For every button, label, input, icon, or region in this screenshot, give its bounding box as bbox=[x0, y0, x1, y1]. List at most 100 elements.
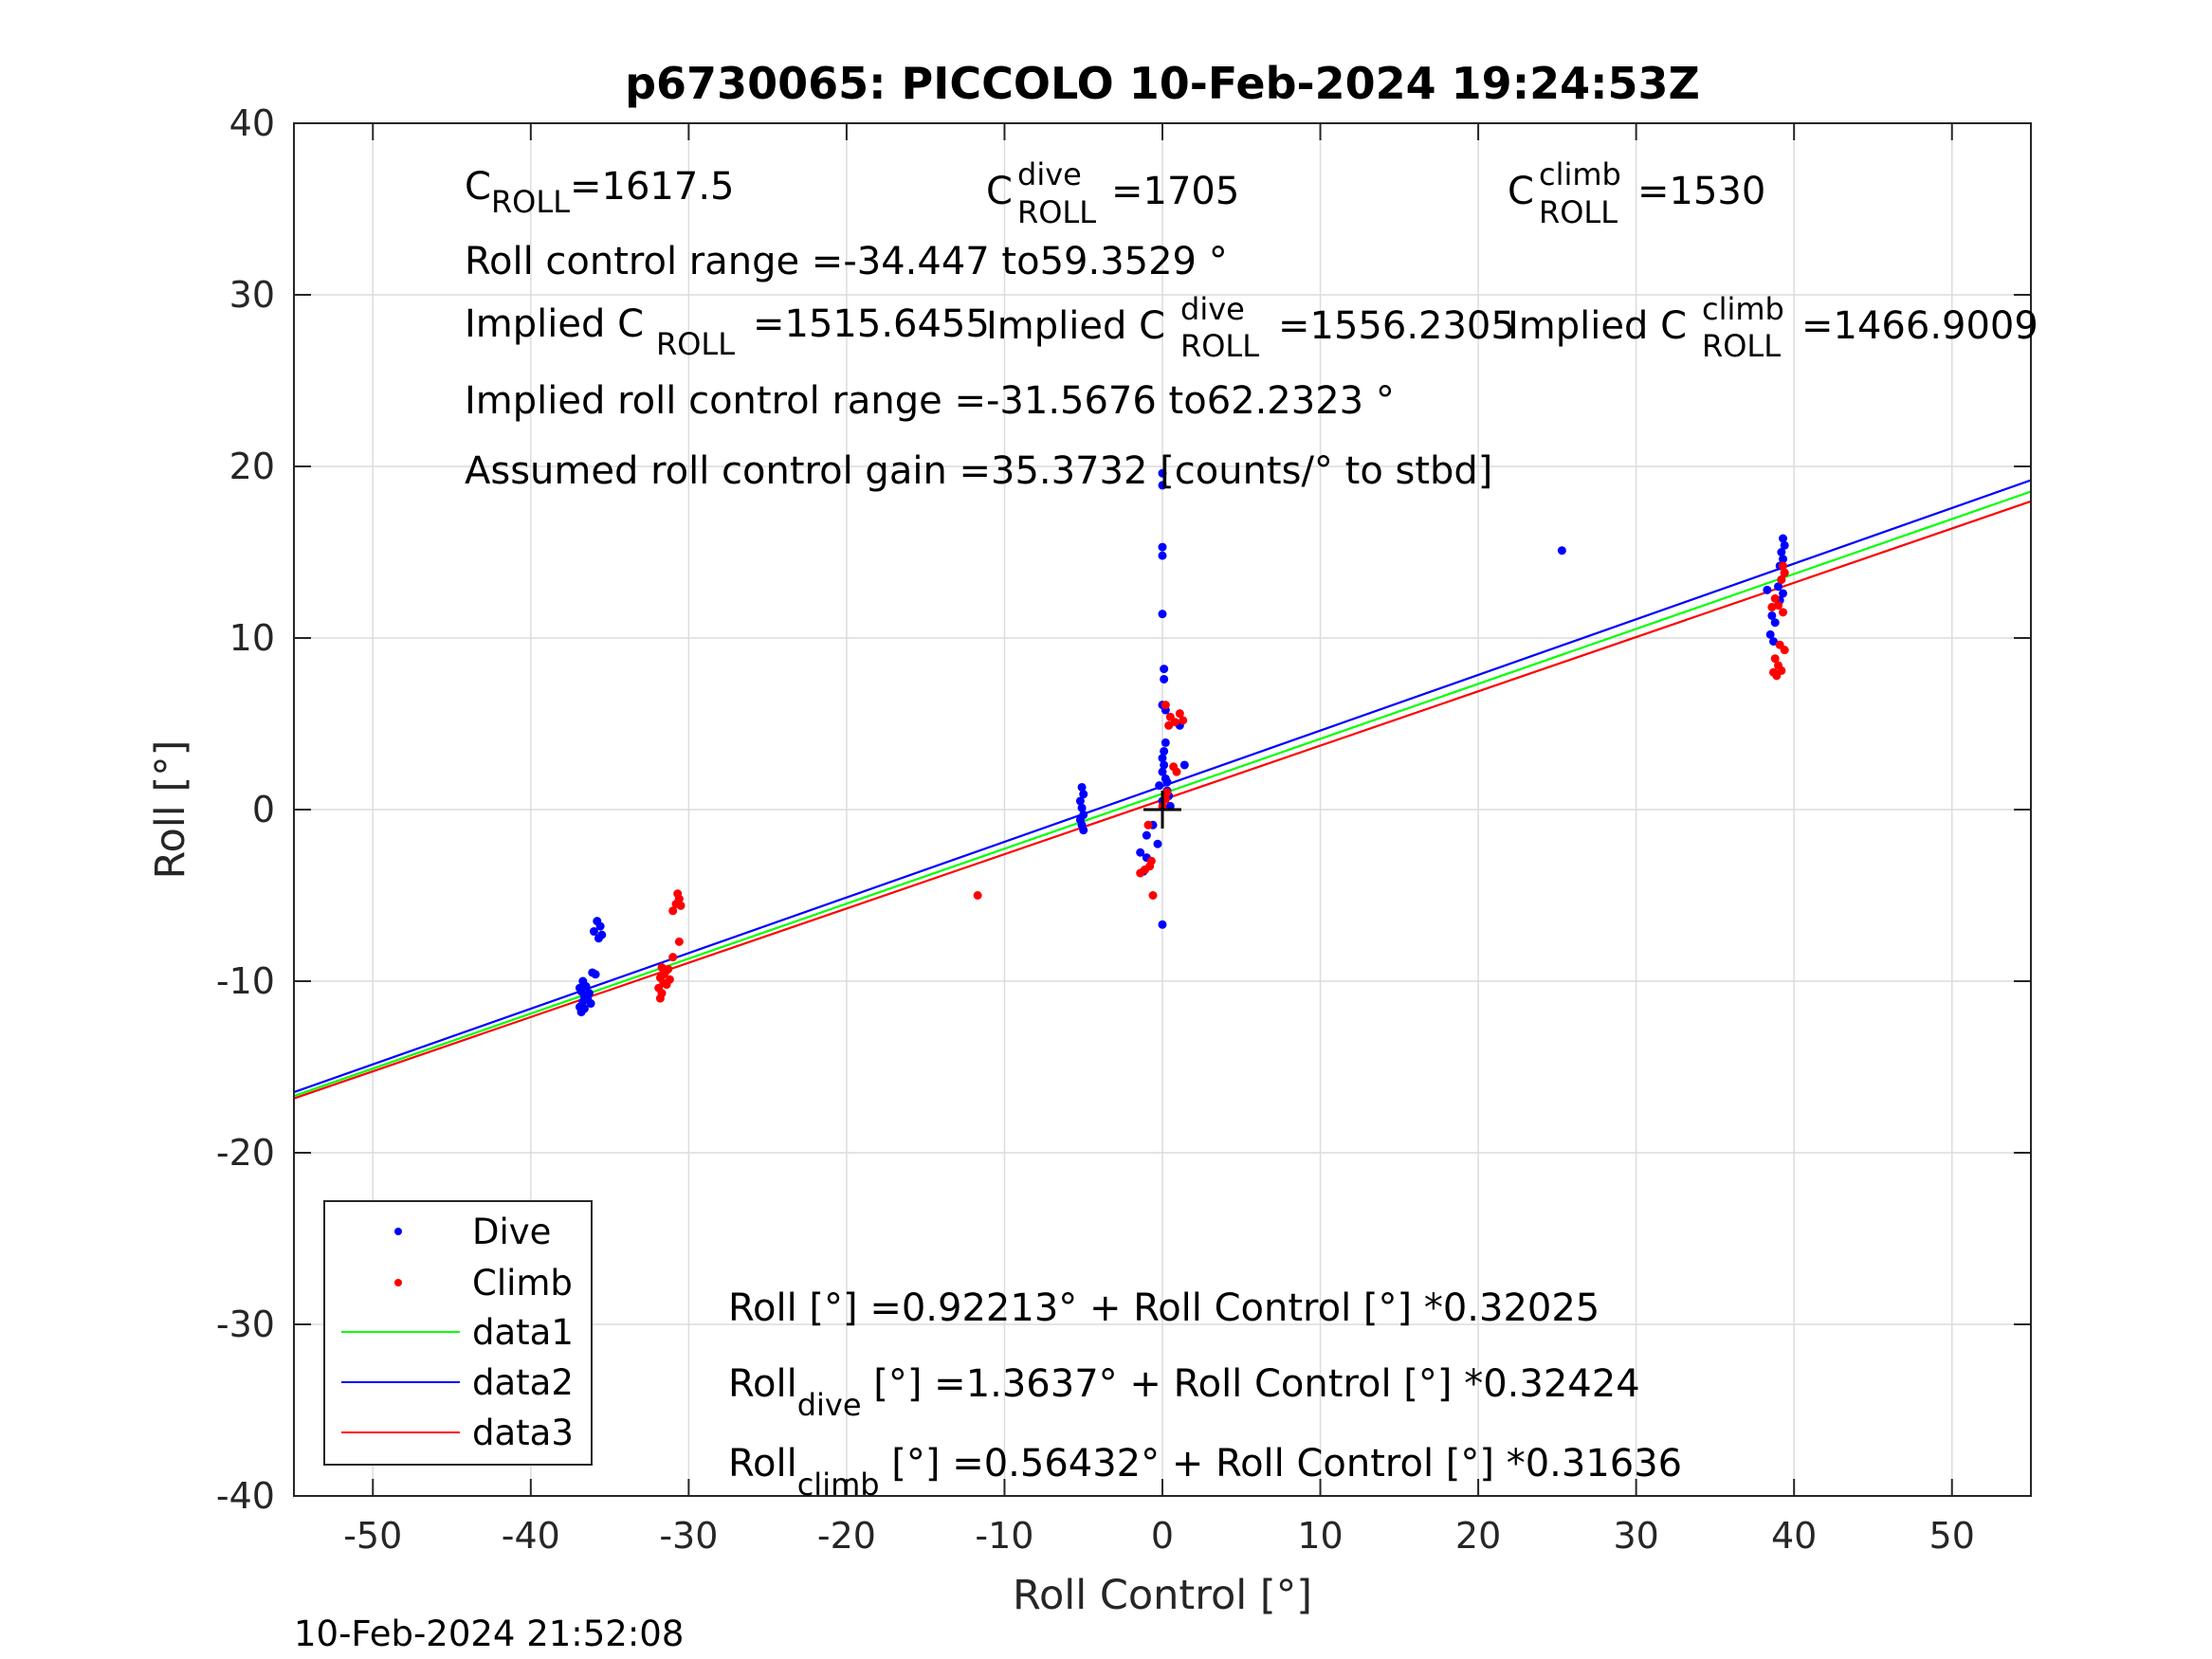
implied-c-dive-main: Implied C bbox=[986, 304, 1165, 348]
implied-c-dive-value: =1556.2305 bbox=[1278, 304, 1515, 348]
dive-point bbox=[1075, 796, 1085, 806]
y-axis-label: Roll [°] bbox=[147, 740, 194, 880]
dive-point bbox=[1155, 781, 1164, 791]
chart-title: p6730065: PICCOLO 10-Feb-2024 19:24:53Z bbox=[625, 58, 1700, 109]
climb-point bbox=[1770, 593, 1780, 603]
climb-point bbox=[1780, 568, 1789, 577]
data-points bbox=[575, 468, 1789, 1017]
dive-point bbox=[1158, 468, 1167, 478]
dive-point bbox=[1158, 551, 1167, 560]
fit-equation-climb: Rollclimb [°] =0.56432° + Roll Control [… bbox=[728, 1442, 1682, 1503]
legend-data1-label: data1 bbox=[472, 1312, 574, 1353]
fit-equation-dive: Rolldive [°] =1.3637° + Roll Control [°]… bbox=[728, 1362, 1640, 1423]
y-tick-label: -10 bbox=[216, 960, 275, 1002]
implied-c-roll-value: =1515.6455 bbox=[753, 302, 990, 346]
climb-point bbox=[1136, 868, 1145, 878]
assumed-roll-control-gain: Assumed roll control gain =35.3732 [coun… bbox=[465, 449, 1492, 493]
legend: Dive Climb data1 data2 data3 bbox=[323, 1200, 593, 1466]
y-tick-label: 20 bbox=[229, 446, 275, 487]
fit-equation-all: Roll [°] =0.92213° + Roll Control [°] *0… bbox=[728, 1286, 1600, 1330]
climb-point bbox=[668, 953, 678, 962]
dive-point bbox=[1765, 629, 1775, 639]
dive-point bbox=[1077, 782, 1087, 792]
climb-point bbox=[1175, 709, 1184, 719]
dive-point bbox=[1557, 546, 1566, 556]
legend-dive-label: Dive bbox=[472, 1212, 551, 1252]
climb-point bbox=[673, 889, 683, 899]
dive-point bbox=[1136, 848, 1145, 857]
dive-point bbox=[1158, 920, 1167, 929]
dive-point bbox=[1777, 548, 1786, 556]
climb-point bbox=[1162, 788, 1172, 797]
c-dive-annotation-sup: dive bbox=[1017, 156, 1082, 192]
climb-point bbox=[1779, 561, 1788, 571]
dive-point bbox=[1779, 589, 1788, 598]
y-tick-label: 30 bbox=[229, 274, 275, 316]
dive-point bbox=[1763, 585, 1772, 594]
dive-point bbox=[1158, 481, 1167, 490]
legend-dive-marker bbox=[394, 1228, 402, 1235]
dive-point bbox=[1774, 582, 1783, 592]
y-tick-label: 10 bbox=[229, 617, 275, 659]
climb-point bbox=[1143, 820, 1153, 830]
c-climb-annotation-sub: ROLL bbox=[1539, 194, 1618, 230]
x-tick-label: 0 bbox=[1151, 1515, 1174, 1557]
climb-point bbox=[1164, 720, 1174, 730]
dive-point bbox=[579, 1004, 589, 1013]
climb-point bbox=[1777, 574, 1786, 584]
climb-point bbox=[668, 906, 678, 916]
dive-point bbox=[1079, 790, 1088, 799]
dive-point bbox=[1158, 767, 1167, 776]
c-dive-annotation-main: C bbox=[986, 170, 1013, 213]
x-axis-label: Roll Control [°] bbox=[1013, 1572, 1312, 1619]
dive-point bbox=[1779, 555, 1788, 564]
dive-point bbox=[1767, 611, 1777, 620]
dive-point bbox=[1160, 746, 1169, 756]
climb-point bbox=[1161, 701, 1170, 710]
climb-point bbox=[1780, 646, 1789, 655]
x-tick-label: 30 bbox=[1613, 1515, 1658, 1557]
climb-point bbox=[1170, 718, 1179, 727]
dive-point bbox=[1770, 618, 1780, 628]
dive-point bbox=[1158, 610, 1167, 619]
x-tick-label: 10 bbox=[1297, 1515, 1343, 1557]
climb-point bbox=[1772, 671, 1782, 681]
dive-point bbox=[1779, 534, 1788, 543]
implied-c-climb-sup: climb bbox=[1702, 291, 1784, 327]
annotations: CROLL=1617.5 C dive ROLL =1705 C climb R… bbox=[465, 156, 2038, 1503]
climb-point bbox=[676, 901, 686, 910]
climb-point bbox=[665, 975, 674, 984]
roll-control-range: Roll control range =-34.447 to59.3529 ° bbox=[465, 240, 1228, 283]
dive-point bbox=[1079, 826, 1088, 835]
climb-point bbox=[1770, 654, 1780, 664]
tick-labels: -50 -40 -30 -20 -10 0 10 20 30 40 50 -40 -30 -20 -10 0 1… bbox=[216, 102, 1975, 1557]
y-tick-label: -30 bbox=[216, 1304, 275, 1345]
dive-point bbox=[1780, 540, 1789, 550]
implied-roll-control-range: Implied roll control range =-31.5676 to6… bbox=[465, 379, 1395, 423]
climb-point bbox=[1767, 602, 1777, 611]
dive-point bbox=[1142, 830, 1151, 840]
c-climb-annotation-value: =1530 bbox=[1637, 170, 1765, 213]
dive-point bbox=[586, 999, 595, 1009]
implied-c-climb-sub: ROLL bbox=[1702, 328, 1781, 364]
dive-point bbox=[575, 983, 584, 993]
x-tick-label: 40 bbox=[1771, 1515, 1817, 1557]
implied-c-climb-value: =1466.9009 bbox=[1801, 304, 2038, 348]
y-tick-label: -20 bbox=[216, 1132, 275, 1174]
x-tick-label: -30 bbox=[659, 1515, 718, 1557]
implied-c-dive-sup: dive bbox=[1180, 291, 1245, 327]
legend-data3-label: data3 bbox=[472, 1413, 574, 1453]
legend-data2-label: data2 bbox=[472, 1362, 574, 1403]
legend-climb-label: Climb bbox=[472, 1263, 573, 1304]
climb-point bbox=[1172, 767, 1181, 776]
dive-point bbox=[1179, 760, 1189, 770]
x-tick-label: 50 bbox=[1929, 1515, 1975, 1557]
legend-climb-marker bbox=[394, 1279, 402, 1286]
climb-point bbox=[1148, 891, 1158, 900]
dive-point bbox=[1077, 803, 1087, 812]
origin-marker bbox=[1143, 791, 1181, 829]
dive-point bbox=[589, 927, 598, 937]
dive-point bbox=[588, 968, 597, 977]
dive-point bbox=[1160, 760, 1169, 770]
